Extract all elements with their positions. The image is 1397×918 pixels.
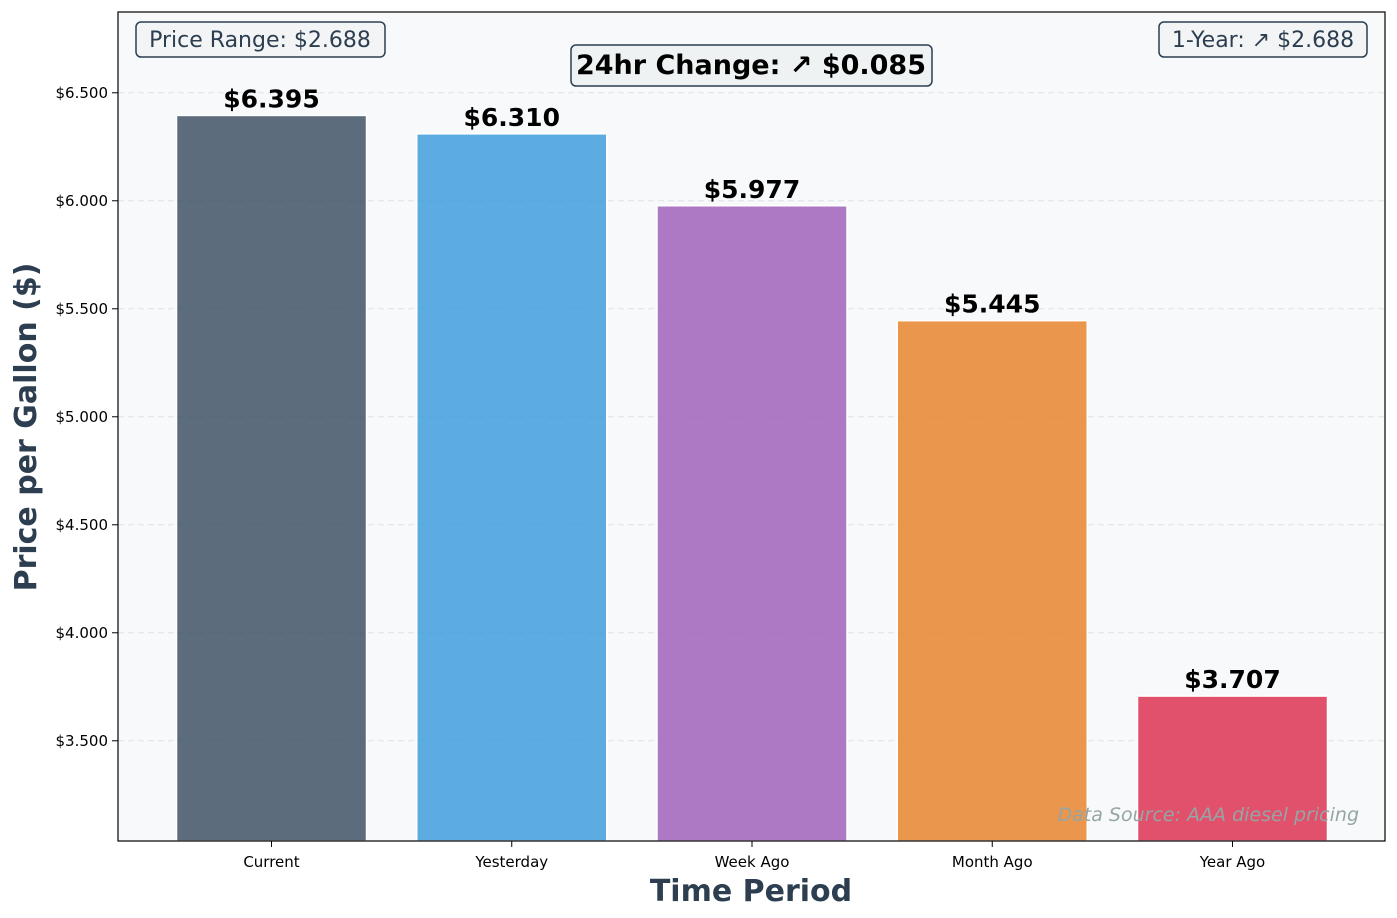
y-tick-label: $5.500 xyxy=(56,300,109,318)
price-range-text: Price Range: $2.688 xyxy=(149,28,371,53)
y-axis-ticks: $3.500 $4.000 $4.500 $5.000 $5.500 $6.000 $6.5… xyxy=(56,84,118,750)
y-tick-label: $3.500 xyxy=(56,732,109,750)
x-tick-label: Year Ago xyxy=(1199,853,1266,871)
one-year-text: 1-Year: ↗ $2.688 xyxy=(1172,28,1354,53)
y-tick-label: $4.500 xyxy=(56,516,109,534)
bar-yesterday xyxy=(416,133,608,842)
change-24hr-box: 24hr Change: ↗ $0.085 xyxy=(570,44,933,87)
bar-week-ago xyxy=(656,205,848,842)
bar-value-label: $6.395 xyxy=(223,84,319,113)
bar-value-label: $5.977 xyxy=(704,175,800,204)
y-tick-label: $5.000 xyxy=(56,408,109,426)
change-24hr-text: 24hr Change: ↗ $0.085 xyxy=(576,50,926,81)
bar-value-labels: $6.395 $6.310 $5.977 $5.445 $3.707 xyxy=(223,84,1280,694)
x-tick-label: Current xyxy=(243,853,299,871)
x-axis-ticks: Current Yesterday Week Ago Month Ago Year Ag… xyxy=(243,841,1265,871)
y-tick-label: $6.500 xyxy=(56,84,109,102)
bar-value-label: $6.310 xyxy=(464,103,560,132)
data-source-text: Data Source: AAA diesel pricing xyxy=(1058,804,1359,826)
y-tick-label: $6.000 xyxy=(56,192,109,210)
y-tick-label: $4.000 xyxy=(56,624,109,642)
bar-value-label: $5.445 xyxy=(944,290,1040,319)
one-year-box: 1-Year: ↗ $2.688 xyxy=(1158,21,1368,58)
x-tick-label: Yesterday xyxy=(474,853,548,871)
bar-value-label: $3.707 xyxy=(1184,665,1280,694)
y-axis-title: Price per Gallon ($) xyxy=(9,263,44,592)
x-axis-title: Time Period xyxy=(650,874,852,909)
x-tick-label: Month Ago xyxy=(952,853,1033,871)
bar-current xyxy=(175,114,368,842)
bar-year-ago xyxy=(1136,695,1329,842)
price-range-box: Price Range: $2.688 xyxy=(135,21,386,58)
x-tick-label: Week Ago xyxy=(715,853,790,871)
bar-month-ago xyxy=(896,319,1088,842)
